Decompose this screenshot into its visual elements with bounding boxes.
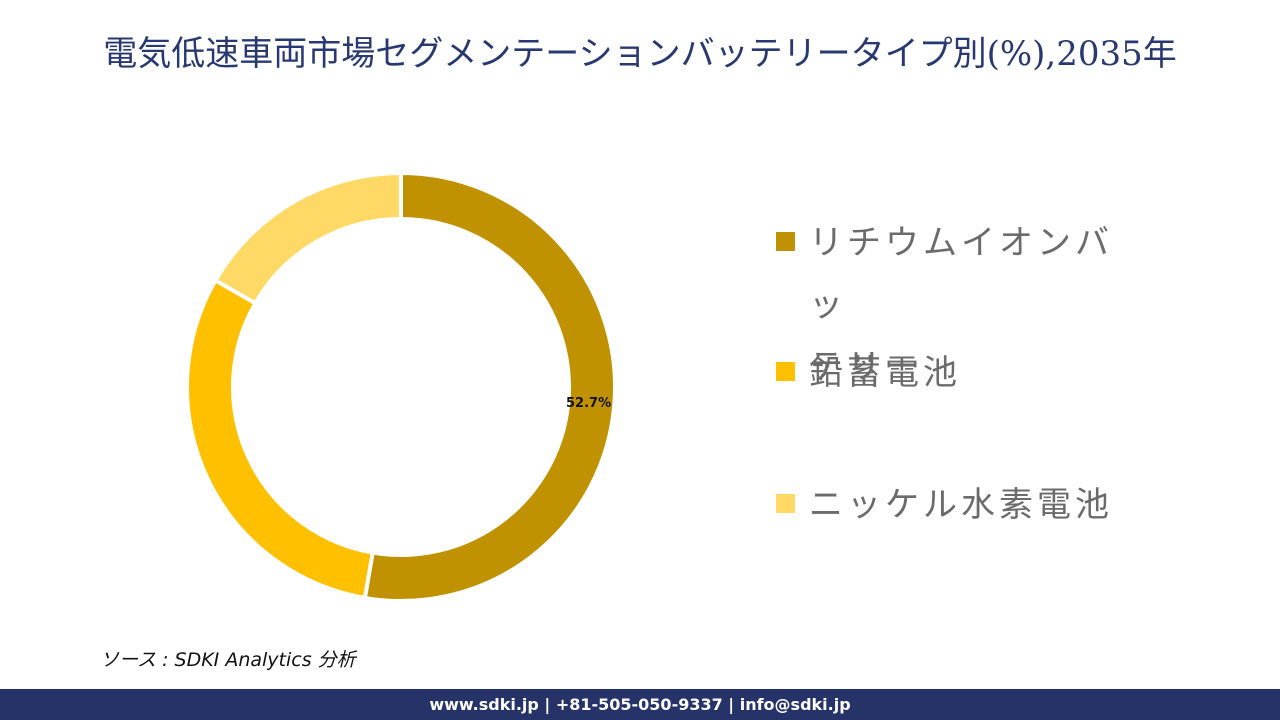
data-label-lithium: 52.7%	[566, 396, 612, 411]
footer-contact-bar: www.sdki.jp | +81-505-050-9337 | info@sd…	[0, 689, 1280, 720]
legend-swatch-lead-acid	[776, 362, 795, 381]
legend-label-line2: テリー	[809, 347, 923, 387]
legend-swatch-nimh	[776, 494, 795, 513]
segment-lead-acid	[185, 277, 375, 601]
legend-swatch-lithium	[776, 232, 795, 251]
legend-item-lead-acid: 鉛蓄電池	[776, 342, 1149, 404]
segment-nimh	[212, 170, 403, 307]
legend-label-lithium: リチウムイオンバッ テリー	[809, 212, 1149, 398]
donut-chart: 52.7%	[180, 166, 622, 608]
legend-label-nimh: ニッケル水素電池	[809, 485, 1113, 525]
legend-item-nimh: ニッケル水素電池	[776, 474, 1149, 536]
legend-label-line1: リチウムイオンバッ	[809, 223, 1113, 325]
segment-lithium-ion	[362, 170, 617, 603]
chart-title: 電気低速車両市場セグメンテーションバッテリータイプ別(%),2035年	[103, 34, 1177, 74]
source-note: ソース : SDKI Analytics 分析	[100, 649, 356, 671]
donut-svg	[185, 170, 617, 603]
legend-label-lead-acid: 鉛蓄電池	[809, 353, 961, 393]
legend-item-lithium: リチウムイオンバッ テリー	[776, 212, 1149, 398]
